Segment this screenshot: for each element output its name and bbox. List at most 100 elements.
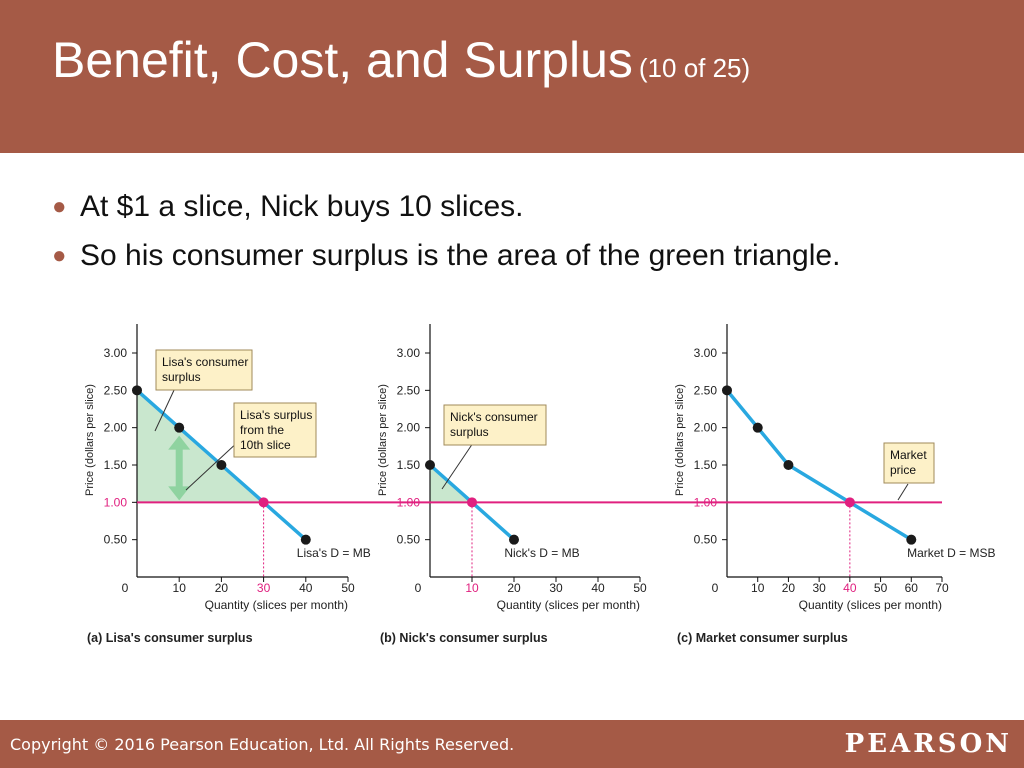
y-tick-label: 2.50: [397, 383, 421, 397]
y-tick-label: 2.50: [694, 383, 718, 397]
y-tick-label: 0.50: [694, 533, 718, 547]
pearson-logo: PEARSON: [844, 729, 1012, 759]
data-point: [132, 385, 142, 396]
slide-counter: (10 of 25): [638, 53, 751, 83]
x-tick-label: 10: [173, 581, 187, 595]
x-tick-label: 40: [299, 581, 313, 595]
chart-panel-1: 0.50 1.00 1.50 2.00 2.50 3.00 0 10 20 30 40 50 Price…: [84, 324, 390, 645]
data-point: [425, 460, 435, 470]
bullet-text: So his consumer surplus is the area of t…: [80, 239, 841, 272]
chart-panel-3: 0.501.001.502.002.503.000 10 20 30 40 50 60 70P…: [674, 324, 995, 645]
x-axis-label: Quantity (slices per month): [497, 598, 640, 612]
callout-lisa-surplus-text: surplus: [162, 370, 201, 384]
data-point: [783, 460, 794, 470]
slide-title-text: Benefit, Cost, and Surplus: [52, 32, 633, 88]
bullet-item: ● At $1 a slice, Nick buys 10 slices.: [52, 182, 840, 231]
x-tick-label: 0: [415, 581, 422, 595]
y-tick-label: 0.50: [104, 533, 128, 547]
data-point: [174, 422, 185, 433]
x-tick-label: 30: [812, 581, 826, 595]
slide-title: Benefit, Cost, and Surplus (10 of 25): [52, 32, 750, 96]
consumer-surplus-area: [430, 465, 472, 503]
title-bar: Benefit, Cost, and Surplus (10 of 25): [0, 0, 1024, 153]
bullet-text: At $1 a slice, Nick buys 10 slices.: [80, 190, 524, 223]
y-tick-label: 2.00: [397, 421, 421, 435]
chart-panel-2: 0.501.001.502.002.503.000 10 20 30 40 50Price…: [377, 324, 680, 645]
data-point: [216, 460, 227, 470]
y-tick-label: 3.00: [694, 346, 718, 360]
data-point: [722, 385, 732, 396]
x-axis-label: Quantity (slices per month): [799, 598, 942, 612]
y-tick-label: 1.50: [694, 458, 718, 472]
x-tick-label: 50: [874, 581, 888, 595]
x-tick-label: 20: [507, 581, 521, 595]
y-tick-label: 1.50: [104, 458, 128, 472]
y-tick-label: 1.50: [397, 458, 421, 472]
callout-nick-surplus-text: Nick's consumer: [450, 410, 538, 424]
callout-lisa-10th-text: 10th slice: [240, 438, 291, 452]
data-point: [300, 534, 311, 545]
copyright-text: Copyright © 2016 Pearson Education, Ltd.…: [10, 735, 515, 754]
callout-market-price-text: Market: [890, 448, 927, 462]
bullet-item: ● So his consumer surplus is the area of …: [52, 231, 840, 280]
surplus-arrow-icon: [168, 435, 191, 501]
footer-bar: Copyright © 2016 Pearson Education, Ltd.…: [0, 720, 1024, 768]
chart-caption: (a) Lisa's consumer surplus: [87, 631, 253, 645]
x-tick-label: 40: [843, 581, 857, 595]
surplus-arrow-head-up: [168, 435, 191, 450]
callout-lisa-10th-text: Lisa's surplus: [240, 408, 312, 422]
y-tick-label: 0.50: [397, 533, 421, 547]
x-tick-label: 10: [751, 581, 765, 595]
demand-curve-label: Market D = MSB: [907, 546, 995, 560]
surplus-arrow-head-down: [168, 486, 191, 501]
y-axis-label: Price (dollars per slice): [377, 384, 389, 496]
y-axis-label: Price (dollars per slice): [674, 384, 686, 496]
y-tick-label: 2.50: [104, 383, 128, 397]
x-tick-label: 0: [712, 581, 719, 595]
y-tick-label: 1.00: [104, 495, 128, 509]
y-tick-label: 3.00: [104, 346, 128, 360]
y-tick-label: 2.00: [694, 421, 718, 435]
data-point: [906, 534, 917, 545]
x-tick-label: 20: [782, 581, 796, 595]
chart-caption: (b) Nick's consumer surplus: [380, 631, 548, 645]
x-axis-label: Quantity (slices per month): [205, 598, 348, 612]
callout-lisa-10th-box: [233, 402, 317, 458]
data-point: [258, 497, 269, 508]
x-tick-label: 10: [465, 581, 479, 595]
data-point: [844, 497, 855, 508]
x-tick-label: 20: [215, 581, 229, 595]
callout-lisa-surplus-text: Lisa's consumer: [162, 355, 248, 369]
callout-pointer: [185, 439, 241, 491]
x-tick-label: 50: [633, 581, 647, 595]
callout-pointer: [897, 483, 909, 501]
bullet-dot-icon: ●: [52, 242, 67, 269]
x-tick-label: 0: [122, 581, 129, 595]
x-tick-label: 60: [905, 581, 919, 595]
callout-nick-surplus-box: [443, 404, 547, 446]
callout-nick-surplus-text: surplus: [450, 425, 489, 439]
charts-figure: 0.50 1.00 1.50 2.00 2.50 3.00 0 10 20 30 40 50 Price…: [84, 324, 995, 645]
bullet-dot-icon: ●: [52, 193, 67, 220]
y-tick-label: 3.00: [397, 346, 421, 360]
callout-market-price-text: price: [890, 463, 916, 477]
bullet-list: ● At $1 a slice, Nick buys 10 slices. ● So…: [52, 182, 840, 280]
demand-curve-label: Lisa's D = MB: [297, 546, 371, 560]
demand-curve-label: Nick's D = MB: [504, 546, 579, 560]
data-point: [467, 497, 477, 508]
callout-pointer: [154, 387, 176, 432]
x-tick-label: 40: [591, 581, 605, 595]
callout-lisa-surplus-box: [155, 349, 253, 391]
data-point: [509, 534, 519, 545]
x-tick-label: 50: [341, 581, 355, 595]
x-tick-label: 30: [257, 581, 271, 595]
callout-pointer: [441, 442, 474, 490]
chart-caption: (c) Market consumer surplus: [677, 631, 848, 645]
callout-lisa-10th-text: from the: [240, 423, 284, 437]
data-point: [752, 422, 763, 433]
x-tick-label: 70: [935, 581, 949, 595]
